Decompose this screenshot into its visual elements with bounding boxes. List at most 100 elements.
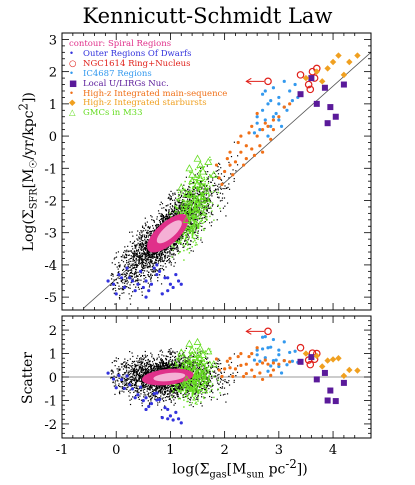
spiral-point: [139, 242, 141, 245]
spiral-scatter-point: [169, 392, 171, 394]
gmc-point: [196, 223, 198, 226]
spiral-point: [143, 270, 146, 272]
spiral-point: [150, 274, 152, 276]
spiral-point: [169, 214, 171, 216]
spiral-point: [151, 269, 153, 271]
spiral-scatter-point: [155, 387, 157, 389]
spiral-scatter-point: [114, 360, 116, 362]
spiral-point: [165, 216, 168, 218]
spiral-point: [166, 251, 169, 253]
spiral-point: [155, 259, 157, 262]
gmc-point: [177, 191, 180, 194]
spiral-point: [167, 246, 170, 248]
gmc-point: [213, 219, 215, 221]
gmc-point: [192, 186, 194, 188]
spiral-point: [127, 262, 129, 264]
spiral-scatter-point: [134, 380, 136, 382]
spiral-point: [141, 226, 144, 228]
spiral-point: [172, 256, 174, 258]
spiral-point: [216, 191, 218, 194]
spiral-point: [186, 211, 188, 213]
spiral-scatter-point: [123, 391, 125, 393]
spiral-point: [131, 245, 133, 248]
gmc-point: [191, 233, 193, 235]
spiral-point: [111, 282, 114, 284]
spiral-point: [187, 234, 189, 236]
spiral-point: [164, 250, 166, 252]
gmc-point: [186, 201, 188, 203]
gmc-point: [201, 180, 204, 182]
spiral-point: [134, 264, 136, 266]
gmc-point: [189, 225, 191, 228]
spiral-point: [189, 222, 191, 224]
spiral-point: [145, 257, 147, 259]
spiral-point: [135, 250, 137, 252]
spiral-point: [151, 266, 153, 268]
spiral-point: [131, 265, 133, 267]
gmc-point: [194, 244, 197, 246]
spiral-scatter-point: [127, 373, 129, 375]
spiral-point: [114, 303, 116, 305]
spiral-point: [169, 197, 171, 200]
spiral-point: [210, 181, 212, 183]
spiral-point: [132, 272, 134, 275]
data-point: [220, 182, 224, 186]
spiral-point: [136, 238, 138, 240]
gmc-point: [194, 204, 197, 207]
spiral-point: [135, 258, 137, 260]
gmc-point: [190, 180, 192, 182]
gmc-point: [190, 206, 193, 208]
spiral-point: [174, 197, 177, 199]
spiral-point: [123, 273, 125, 275]
gmc-point: [194, 213, 196, 216]
spiral-point: [119, 265, 121, 267]
gmc-point: [205, 178, 208, 181]
spiral-point: [117, 268, 119, 270]
spiral-scatter-point: [205, 370, 207, 372]
spiral-point: [162, 249, 164, 251]
spiral-point: [175, 243, 177, 245]
gmc-point: [196, 211, 198, 213]
spiral-point: [141, 253, 144, 255]
gmc-point: [191, 194, 193, 196]
gmc-point: [203, 197, 206, 200]
data-point: [179, 282, 183, 286]
spiral-point: [156, 254, 158, 256]
spiral-point: [206, 208, 209, 210]
spiral-scatter-point: [117, 385, 120, 387]
spiral-scatter-point: [156, 357, 158, 359]
spiral-point: [220, 188, 222, 190]
spiral-point: [128, 263, 131, 265]
spiral-point: [139, 232, 141, 234]
spiral-scatter-point: [190, 404, 192, 406]
gmc-point: [187, 203, 190, 205]
spiral-point: [147, 265, 149, 267]
spiral-point: [217, 189, 219, 191]
gmc-point: [201, 197, 203, 200]
gmc-point: [202, 228, 205, 230]
spiral-point: [147, 267, 149, 269]
spiral-scatter-point: [148, 360, 150, 362]
spiral-point: [123, 251, 125, 253]
spiral-point: [195, 226, 197, 228]
spiral-point: [200, 213, 202, 215]
spiral-point: [126, 262, 128, 264]
spiral-scatter-point: [197, 396, 199, 398]
spiral-point: [161, 213, 163, 215]
data-point: [263, 118, 267, 122]
spiral-point: [125, 251, 127, 253]
spiral-point: [162, 216, 165, 219]
gmc-point: [200, 177, 203, 180]
spiral-point: [134, 263, 137, 266]
spiral-point: [215, 170, 217, 172]
data-point: [260, 92, 265, 96]
spiral-point: [192, 250, 194, 252]
spiral-point: [185, 229, 187, 231]
spiral-point: [129, 266, 131, 269]
spiral-point: [140, 258, 143, 261]
spiral-scatter-point: [165, 399, 167, 402]
gmc-point: [198, 223, 201, 225]
spiral-point: [213, 185, 215, 187]
spiral-scatter-point: [151, 356, 153, 358]
spiral-scatter-point: [126, 384, 128, 386]
